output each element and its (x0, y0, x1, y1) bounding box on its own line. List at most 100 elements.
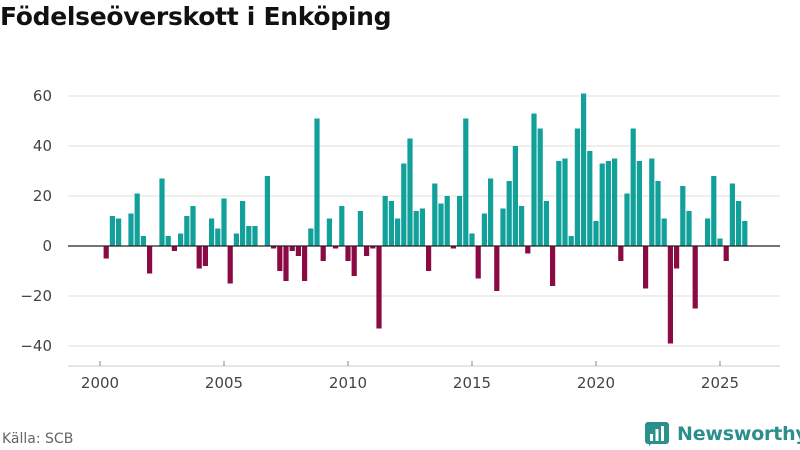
bar (488, 178, 494, 246)
y-tick-label: 40 (33, 137, 52, 155)
bar (562, 158, 568, 246)
bar (246, 226, 252, 246)
bar (345, 246, 351, 261)
bar (457, 196, 463, 246)
bar (736, 201, 742, 246)
bar (116, 218, 122, 246)
gridlines (68, 95, 780, 347)
bar (171, 246, 177, 251)
bar (612, 158, 618, 246)
bar (308, 228, 314, 246)
bar (165, 236, 171, 246)
bar (717, 238, 723, 246)
bar (643, 246, 649, 289)
bar (587, 151, 593, 246)
bar (519, 206, 525, 246)
bar (432, 183, 438, 246)
bar (190, 206, 196, 246)
bar (742, 221, 748, 246)
bar (419, 208, 425, 246)
bar (413, 211, 419, 246)
bar (574, 128, 580, 246)
bar (184, 216, 190, 246)
bar (128, 213, 134, 246)
bar (692, 246, 698, 309)
bars (103, 93, 748, 344)
bar (320, 246, 326, 261)
bar (624, 193, 630, 246)
bar (426, 246, 432, 271)
bar (326, 218, 332, 246)
y-tick-label: −20 (20, 287, 52, 305)
bar (729, 183, 735, 246)
bar (475, 246, 481, 279)
bar (339, 206, 345, 246)
bar (147, 246, 153, 274)
bar (240, 201, 246, 246)
brand-name: Newsworthy (677, 423, 800, 445)
bar (221, 198, 227, 246)
bar (388, 201, 394, 246)
newsworthy-logo-icon (645, 422, 669, 446)
bar (314, 118, 320, 246)
bar (109, 216, 115, 246)
bar (481, 213, 487, 246)
bar (605, 161, 611, 246)
x-tick-label: 2005 (205, 374, 243, 392)
bar (233, 233, 239, 246)
bar (661, 218, 667, 246)
bar (686, 211, 692, 246)
bar (500, 208, 506, 246)
bar (667, 246, 673, 344)
x-tick-label: 2020 (577, 374, 615, 392)
bar (469, 233, 475, 246)
source-label: Källa: SCB (2, 431, 74, 447)
bar (202, 246, 208, 266)
bar (159, 178, 165, 246)
bar (264, 176, 270, 246)
bar (618, 246, 624, 261)
bar (333, 246, 339, 249)
bar (674, 246, 680, 269)
bar (680, 186, 686, 246)
bar (289, 246, 295, 251)
bar (438, 203, 444, 246)
y-tick-label: 60 (33, 87, 52, 105)
bar (506, 181, 512, 246)
bar (550, 246, 556, 286)
chart-title: Födelseöverskott i Enköping (0, 2, 392, 31)
bar (568, 236, 574, 246)
bar (376, 246, 382, 329)
bar (655, 181, 661, 246)
bar (364, 246, 370, 256)
bar (357, 211, 363, 246)
x-tick-label: 2000 (81, 374, 119, 392)
bar (537, 128, 543, 246)
bar (401, 163, 407, 246)
bar (581, 93, 587, 246)
bar (252, 226, 258, 246)
bar (531, 113, 537, 246)
y-axis-ticks: −40 −20 0 20 40 60 (20, 87, 52, 355)
bar (512, 146, 518, 246)
bar (705, 218, 711, 246)
y-tick-label: 20 (33, 187, 52, 205)
bar (271, 246, 277, 249)
bar (593, 221, 599, 246)
bar-chart: −40 −20 0 20 40 60 2000 2005 2010 2015 2020 2025 (20, 87, 780, 392)
bar (140, 236, 146, 246)
bar (295, 246, 301, 256)
bar (599, 163, 605, 246)
bar (277, 246, 283, 271)
bar (630, 128, 636, 246)
bar (370, 246, 376, 249)
bar (134, 193, 140, 246)
bar (351, 246, 357, 276)
bar (209, 218, 215, 246)
bar (407, 138, 413, 246)
bar (302, 246, 308, 281)
bar (215, 228, 221, 246)
bar (711, 176, 717, 246)
bar (227, 246, 233, 284)
bar (543, 201, 549, 246)
